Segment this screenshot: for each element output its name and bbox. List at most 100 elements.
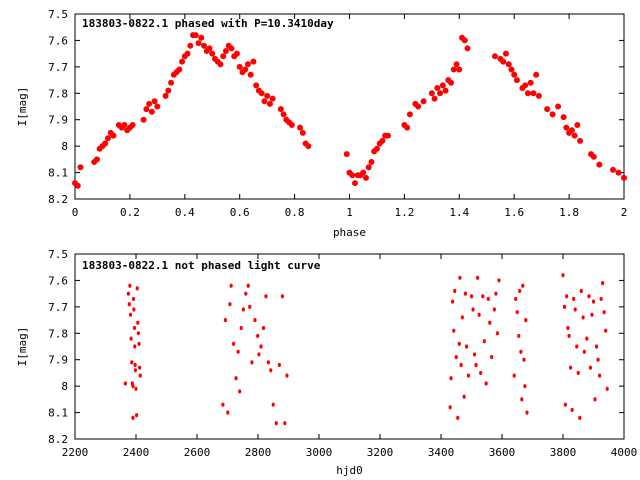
data-point bbox=[490, 354, 494, 360]
data-point bbox=[223, 317, 227, 323]
data-point bbox=[508, 66, 515, 73]
data-point bbox=[565, 294, 569, 299]
data-point bbox=[148, 108, 155, 115]
data-point bbox=[448, 79, 455, 86]
data-point bbox=[495, 331, 500, 336]
data-point bbox=[471, 307, 475, 312]
data-point bbox=[280, 294, 284, 299]
data-point bbox=[456, 66, 463, 73]
y-tick-label: 7.8 bbox=[48, 87, 68, 100]
data-point bbox=[420, 98, 427, 105]
data-point bbox=[133, 344, 137, 349]
data-point bbox=[297, 124, 304, 131]
data-point bbox=[567, 333, 571, 339]
data-point bbox=[129, 336, 133, 341]
x-tick-label: 1.4 bbox=[449, 206, 469, 219]
data-point bbox=[582, 349, 586, 354]
data-point bbox=[484, 381, 488, 386]
data-point bbox=[280, 111, 287, 118]
data-point bbox=[570, 407, 574, 413]
data-point bbox=[269, 95, 276, 102]
data-point bbox=[486, 296, 490, 302]
phased-panel: 0 0.2 0.4 0.6 0.8 1 1.2 1.4 1.6 1.8 2 7.5 7.6 7.7 7.8 7… bbox=[16, 8, 627, 239]
chart-title: 183803-0822.1 not phased light curve bbox=[82, 259, 321, 272]
data-point bbox=[256, 333, 260, 339]
data-point bbox=[574, 122, 581, 129]
data-point bbox=[431, 95, 438, 102]
data-point bbox=[228, 45, 235, 52]
data-point bbox=[247, 71, 254, 78]
data-point bbox=[460, 315, 464, 320]
data-point bbox=[261, 325, 266, 331]
data-point bbox=[104, 135, 111, 142]
data-point bbox=[521, 283, 525, 288]
data-point bbox=[572, 296, 576, 302]
data-point bbox=[512, 373, 516, 378]
data-point bbox=[253, 317, 257, 323]
data-point bbox=[448, 405, 452, 410]
data-point bbox=[579, 288, 583, 294]
data-point bbox=[491, 53, 498, 60]
data-point bbox=[187, 42, 194, 49]
data-point bbox=[544, 106, 551, 113]
data-point bbox=[505, 61, 512, 68]
data-point bbox=[277, 362, 281, 368]
data-point bbox=[233, 50, 240, 57]
data-point bbox=[135, 286, 139, 291]
data-point bbox=[74, 182, 81, 189]
data-point bbox=[511, 71, 518, 78]
data-point bbox=[217, 61, 224, 68]
data-point bbox=[236, 63, 243, 70]
data-point bbox=[259, 344, 263, 349]
data-point bbox=[229, 283, 233, 288]
data-point bbox=[610, 166, 617, 173]
data-point bbox=[128, 283, 132, 288]
unphased-panel: 2200 2400 2600 2800 3000 3200 3400 3600 3800 4000… bbox=[16, 248, 637, 477]
x-tick-label: 0.4 bbox=[175, 206, 195, 219]
data-point bbox=[604, 328, 608, 333]
data-point bbox=[477, 312, 481, 317]
y-axis-title: I[mag] bbox=[16, 327, 29, 367]
data-point bbox=[133, 362, 137, 368]
data-point bbox=[535, 92, 542, 99]
data-point bbox=[127, 302, 131, 307]
data-point bbox=[277, 106, 284, 113]
data-point bbox=[349, 172, 356, 179]
data-point bbox=[555, 103, 562, 110]
data-point bbox=[176, 66, 183, 73]
data-point bbox=[130, 360, 134, 365]
data-point bbox=[517, 333, 521, 339]
data-point bbox=[134, 386, 138, 391]
data-point bbox=[264, 92, 271, 99]
data-point bbox=[195, 40, 202, 47]
data-point bbox=[123, 381, 127, 386]
x-tick-label: 1 bbox=[346, 206, 353, 219]
y-tick-label: 7.6 bbox=[48, 34, 68, 47]
data-point bbox=[601, 280, 605, 286]
x-tick-label: 3200 bbox=[367, 446, 394, 459]
data-point bbox=[285, 373, 289, 378]
data-point bbox=[269, 368, 273, 373]
x-axis-title: hjd0 bbox=[336, 464, 363, 477]
data-point bbox=[131, 296, 136, 302]
x-tick-label: 1.6 bbox=[504, 206, 524, 219]
data-point bbox=[500, 58, 507, 65]
data-point bbox=[236, 349, 240, 354]
data-point bbox=[168, 79, 175, 86]
data-point bbox=[137, 341, 141, 346]
data-point bbox=[469, 294, 474, 299]
data-point bbox=[591, 299, 596, 304]
data-point bbox=[201, 42, 208, 49]
x-tick-label: 0.2 bbox=[120, 206, 140, 219]
data-point bbox=[524, 317, 528, 323]
data-point bbox=[283, 421, 287, 426]
y-tick-label: 7.5 bbox=[48, 248, 68, 261]
y-tick-label: 7.9 bbox=[48, 354, 68, 367]
data-point bbox=[138, 365, 142, 370]
data-point bbox=[135, 413, 139, 418]
data-point bbox=[515, 310, 519, 315]
x-tick-label: 0.8 bbox=[285, 206, 305, 219]
data-point bbox=[165, 87, 172, 94]
data-point bbox=[593, 397, 597, 402]
